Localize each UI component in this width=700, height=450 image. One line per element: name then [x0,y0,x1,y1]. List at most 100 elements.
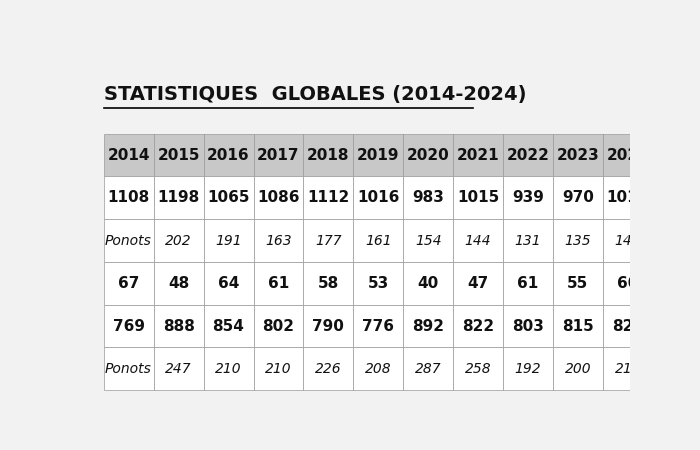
Text: 144: 144 [465,234,491,248]
Text: 64: 64 [218,276,239,291]
Text: 53: 53 [368,276,389,291]
Bar [303,219,354,262]
Bar [403,176,453,219]
Bar [403,219,453,262]
Text: 822: 822 [462,319,494,333]
Text: 1112: 1112 [307,190,349,205]
Text: 48: 48 [168,276,189,291]
Bar [303,134,354,176]
Bar [453,305,503,347]
Bar [104,134,154,176]
Bar [503,347,553,390]
Text: 1086: 1086 [257,190,300,205]
Bar [503,262,553,305]
Bar [354,262,403,305]
Text: 2016: 2016 [207,148,250,162]
Bar [553,134,603,176]
Text: 2019: 2019 [357,148,400,162]
Bar [204,134,253,176]
Text: 140: 140 [615,234,641,248]
Bar [354,219,403,262]
Text: Ponots: Ponots [104,362,151,376]
Bar [253,262,303,305]
Bar [104,347,154,390]
Bar [204,305,253,347]
Bar [403,134,453,176]
Text: 200: 200 [565,362,592,376]
Bar [253,305,303,347]
Bar [253,134,303,176]
Text: 226: 226 [315,362,342,376]
Text: 888: 888 [162,319,195,333]
Bar [603,305,653,347]
Text: 2024: 2024 [606,148,649,162]
Bar [204,219,253,262]
Text: 40: 40 [418,276,439,291]
Text: 58: 58 [318,276,339,291]
Bar [303,176,354,219]
Bar [503,219,553,262]
Text: 191: 191 [215,234,242,248]
Text: 161: 161 [365,234,391,248]
Text: 2020: 2020 [407,148,449,162]
Text: 1108: 1108 [108,190,150,205]
Bar [553,305,603,347]
Text: 177: 177 [315,234,342,248]
Bar [104,305,154,347]
Text: 154: 154 [415,234,442,248]
Text: 820: 820 [612,319,644,333]
Text: 2015: 2015 [158,148,200,162]
Bar [253,347,303,390]
Text: 60: 60 [617,276,638,291]
Bar [553,262,603,305]
Text: 163: 163 [265,234,292,248]
Bar [503,305,553,347]
Text: 67: 67 [118,276,139,291]
Bar [603,262,653,305]
Bar [154,262,204,305]
Bar [303,262,354,305]
Text: 192: 192 [514,362,541,376]
Text: 970: 970 [562,190,594,205]
Bar [553,176,603,219]
Bar [154,347,204,390]
Text: STATISTIQUES  GLOBALES (2014-2024): STATISTIQUES GLOBALES (2014-2024) [104,85,526,104]
Text: 135: 135 [565,234,592,248]
Bar [204,262,253,305]
Text: 287: 287 [415,362,442,376]
Text: 258: 258 [465,362,491,376]
Text: 892: 892 [412,319,444,333]
Bar [453,219,503,262]
Bar [104,262,154,305]
Text: 2018: 2018 [307,148,349,162]
Text: 776: 776 [363,319,394,333]
Text: 939: 939 [512,190,544,205]
Bar [403,347,453,390]
Bar [253,176,303,219]
Text: 802: 802 [262,319,295,333]
Bar [603,134,653,176]
Text: 769: 769 [113,319,145,333]
Bar [104,176,154,219]
Text: 47: 47 [468,276,489,291]
Text: 247: 247 [165,362,192,376]
Text: 2022: 2022 [507,148,550,162]
Text: 1016: 1016 [357,190,400,205]
Text: 1065: 1065 [207,190,250,205]
Text: 1010: 1010 [607,190,649,205]
Bar [603,347,653,390]
Text: 131: 131 [514,234,541,248]
Text: 2014: 2014 [108,148,150,162]
Text: 61: 61 [517,276,538,291]
Bar [453,262,503,305]
Text: 2017: 2017 [257,148,300,162]
Bar [303,347,354,390]
Bar [204,176,253,219]
Text: 61: 61 [268,276,289,291]
Text: Ponots: Ponots [104,234,151,248]
Bar [253,219,303,262]
Bar [354,305,403,347]
Text: 1198: 1198 [158,190,199,205]
Text: 1015: 1015 [457,190,499,205]
Bar [453,347,503,390]
